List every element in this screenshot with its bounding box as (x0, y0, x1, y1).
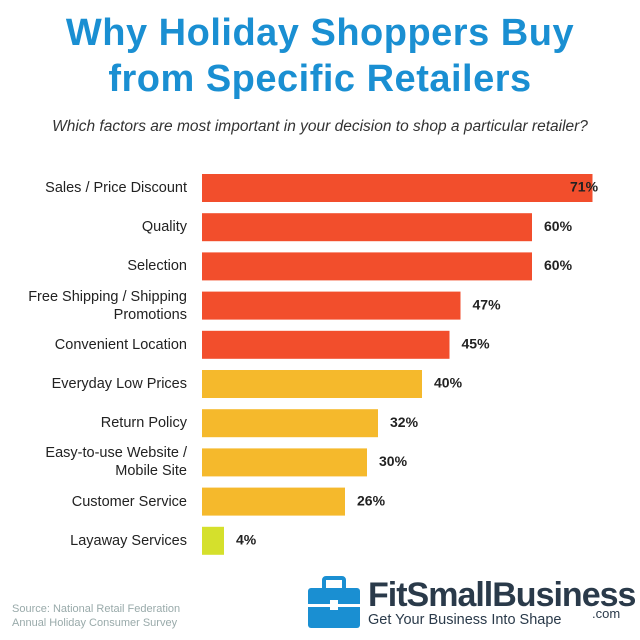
category-label: Free Shipping / Shipping Promotions (28, 288, 187, 323)
logo-name: FitSmallBusiness (368, 576, 636, 614)
bar (202, 409, 378, 438)
category-label: Customer Service (71, 493, 187, 510)
logo-tagline: Get Your Business Into Shape (368, 612, 562, 628)
category-label: Layaway Services (70, 532, 187, 549)
bar (202, 213, 532, 242)
category-label: Sales / Price Discount (45, 180, 187, 196)
chart-subtitle: Which factors are most important in your… (52, 118, 588, 135)
bar (202, 370, 422, 398)
bar (202, 487, 345, 516)
value-label: 30% (379, 453, 408, 469)
value-label: 32% (390, 414, 419, 430)
value-label: 45% (462, 336, 491, 352)
value-label: 26% (357, 492, 386, 508)
category-label: Quality (141, 219, 187, 236)
value-label: 60% (544, 218, 573, 234)
bar (202, 174, 593, 202)
bar (202, 448, 367, 477)
category-label: Convenient Location (54, 336, 187, 353)
value-label: 60% (544, 257, 573, 273)
value-label: 40% (434, 375, 463, 391)
category-label: Selection (127, 258, 187, 275)
briefcase-icon (308, 576, 360, 628)
bar (202, 526, 224, 555)
source-note: Source: National Retail Federation Annua… (12, 603, 181, 629)
bar (202, 291, 461, 320)
chart-title: Why Holiday Shoppers Buy from Specific R… (65, 12, 575, 100)
value-label: 71% (570, 179, 599, 195)
category-label: Return Policy (100, 415, 187, 432)
category-label: Easy-to-use Website / Mobile Site (45, 445, 187, 480)
logo-suffix: .com (592, 606, 621, 621)
value-label: 47% (473, 296, 502, 312)
value-label: 4% (236, 532, 257, 548)
bar (202, 330, 450, 359)
bar (202, 252, 532, 281)
category-label: Everyday Low Prices (51, 376, 187, 392)
